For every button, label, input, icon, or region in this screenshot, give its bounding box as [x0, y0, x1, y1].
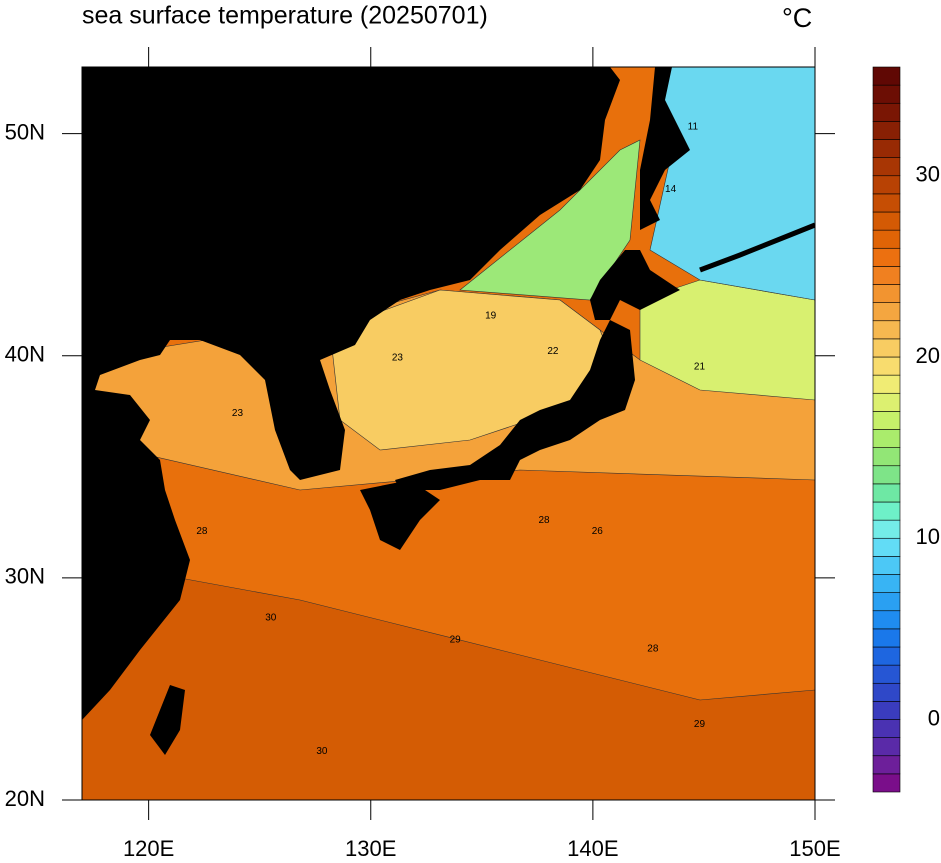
- colorbar-box: [872, 610, 901, 630]
- colorbar-box: [872, 284, 901, 303]
- colorbar-box: [872, 411, 901, 430]
- colorbar-box: [872, 356, 901, 376]
- y-tick-label: 50N: [5, 119, 45, 144]
- land: [82, 67, 620, 720]
- colorbar-box: [872, 392, 901, 412]
- colorbar-box: [872, 719, 901, 738]
- contour-label: 29: [450, 635, 462, 646]
- colorbar-box: [872, 175, 901, 195]
- y-tick-label: 40N: [5, 342, 45, 367]
- colorbar-box: [872, 266, 901, 285]
- colorbar-box: [872, 84, 901, 104]
- colorbar-box: [872, 66, 901, 86]
- land: [360, 480, 440, 550]
- colorbar-box: [872, 157, 901, 177]
- land: [699, 222, 815, 273]
- y-tick-label: 20N: [5, 786, 45, 811]
- land: [395, 320, 635, 490]
- colorbar-box: [872, 737, 901, 757]
- colorbar-box: [872, 592, 901, 612]
- colorbar-box: [872, 229, 901, 249]
- colorbar-box: [872, 755, 901, 775]
- colorbar-box: [872, 247, 901, 267]
- contour-label: 28: [538, 515, 550, 526]
- ocean-warm: [82, 559, 815, 800]
- contour-label: 18: [605, 273, 617, 284]
- colorbar-box: [872, 483, 901, 503]
- colorbar-box: [872, 139, 901, 158]
- colorbar-box: [872, 556, 901, 575]
- colorbar-box: [872, 519, 901, 539]
- colorbar-box: [872, 121, 901, 140]
- contour-label: 30: [265, 613, 277, 624]
- x-tick-label: 150E: [789, 836, 840, 858]
- contour-label: 23: [232, 408, 244, 419]
- colorbar-box: [872, 429, 901, 448]
- x-tick-label: 140E: [567, 836, 618, 858]
- colorbar-box: [872, 447, 901, 467]
- colorbar-box: [872, 465, 901, 485]
- colorbar-box: [872, 338, 901, 358]
- colorbar-box: [872, 574, 901, 593]
- colorbar-box: [872, 102, 901, 122]
- colorbar-box: [872, 211, 901, 231]
- contour-label: 21: [694, 362, 706, 373]
- colorbar-box: [872, 628, 901, 648]
- contour-label: 23: [392, 353, 404, 364]
- x-tick-label: 130E: [345, 836, 396, 858]
- colorbar-box: [872, 537, 901, 557]
- colorbar-tick-label: 0: [928, 705, 940, 730]
- colorbar-box: [872, 646, 901, 666]
- map-area: 11 14 18 19 22 23 24 21 23 25 28 26 30 29 28 30 28 29: [82, 67, 815, 800]
- land: [590, 250, 680, 320]
- contour-label: 29: [694, 719, 706, 730]
- contour-label: 19: [485, 310, 497, 321]
- contour-label: 11: [688, 122, 699, 133]
- colorbar-box: [872, 374, 901, 394]
- contour-label: 14: [665, 184, 677, 195]
- units: °C: [782, 3, 812, 33]
- contour-label: 24: [598, 401, 610, 412]
- land: [640, 67, 690, 230]
- colorbar-box: [872, 501, 901, 521]
- colorbar-tick-label: 30: [916, 162, 940, 187]
- land: [150, 685, 185, 755]
- contour-label: 25: [150, 499, 162, 510]
- contour-label: 28: [196, 526, 208, 537]
- colorbar-box: [872, 193, 901, 213]
- colorbar-box: [872, 664, 901, 684]
- y-tick-label: 30N: [5, 564, 45, 589]
- colorbar-box: [872, 701, 901, 720]
- title: sea surface temperature (20250701): [82, 2, 488, 30]
- colorbar-box: [872, 773, 901, 793]
- colorbar-box: [872, 320, 901, 340]
- x-tick-label: 120E: [123, 836, 174, 858]
- colorbar-tick-label: 10: [916, 524, 940, 549]
- contour-label: 30: [316, 746, 328, 757]
- contour-label: 22: [547, 346, 559, 357]
- colorbar-tick-label: 20: [916, 343, 940, 368]
- map-frame: [81, 66, 816, 801]
- contour-label: 26: [592, 526, 604, 537]
- contour-label: 28: [647, 644, 659, 655]
- colorbar-box: [872, 682, 901, 702]
- colorbar-box: [872, 302, 901, 322]
